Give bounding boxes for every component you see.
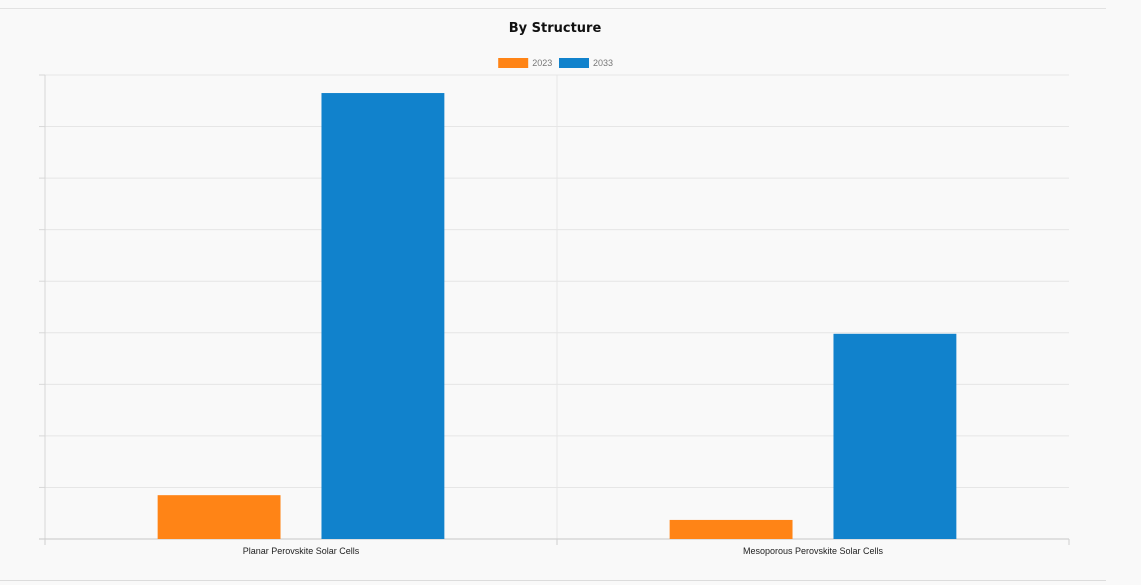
legend-swatch-2023 bbox=[498, 58, 529, 68]
x-tick-label: Planar Perovskite Solar Cells bbox=[243, 546, 360, 556]
legend-label-2023: 2023 bbox=[532, 58, 552, 68]
x-tick-label: Mesoporous Perovskite Solar Cells bbox=[743, 546, 884, 556]
legend-swatch-2033 bbox=[559, 58, 589, 68]
chart-title: By Structure bbox=[508, 21, 602, 36]
x-tick-labels: Planar Perovskite Solar Cells Mesoporous … bbox=[243, 546, 884, 556]
bar-2023-1 bbox=[669, 519, 793, 539]
bottom-divider bbox=[0, 580, 1106, 581]
legend-label-2033: 2033 bbox=[593, 58, 613, 68]
gridlines bbox=[39, 74, 1069, 540]
bar-2033-0 bbox=[321, 93, 445, 540]
bar-2023-0 bbox=[157, 495, 281, 539]
legend: 2023 2033 bbox=[498, 58, 613, 68]
bars bbox=[157, 93, 957, 540]
top-divider bbox=[0, 8, 1106, 9]
bar-2033-1 bbox=[833, 333, 957, 539]
